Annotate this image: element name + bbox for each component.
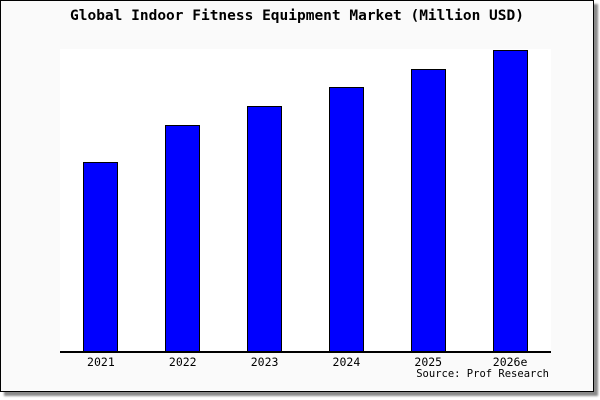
bar-2026e <box>492 50 528 351</box>
source-credit: Source: Prof Research <box>416 368 549 380</box>
bar-2022 <box>165 124 201 351</box>
bar-2023 <box>247 106 283 351</box>
bar-2025 <box>410 68 446 351</box>
x-tick-label: 2025 <box>414 355 443 369</box>
x-tick-label: 2023 <box>250 355 279 369</box>
bar-2024 <box>328 87 364 351</box>
chart-panel: Global Indoor Fitness Equipment Market (… <box>0 0 594 392</box>
x-tick-label: 2026e <box>492 355 528 369</box>
chart-title: Global Indoor Fitness Equipment Market (… <box>70 8 524 24</box>
plot-area <box>60 49 551 353</box>
x-tick-label: 2024 <box>332 355 361 369</box>
x-tick-label: 2021 <box>87 355 115 369</box>
bar-2021 <box>83 161 119 351</box>
x-tick-label: 2022 <box>168 355 197 369</box>
